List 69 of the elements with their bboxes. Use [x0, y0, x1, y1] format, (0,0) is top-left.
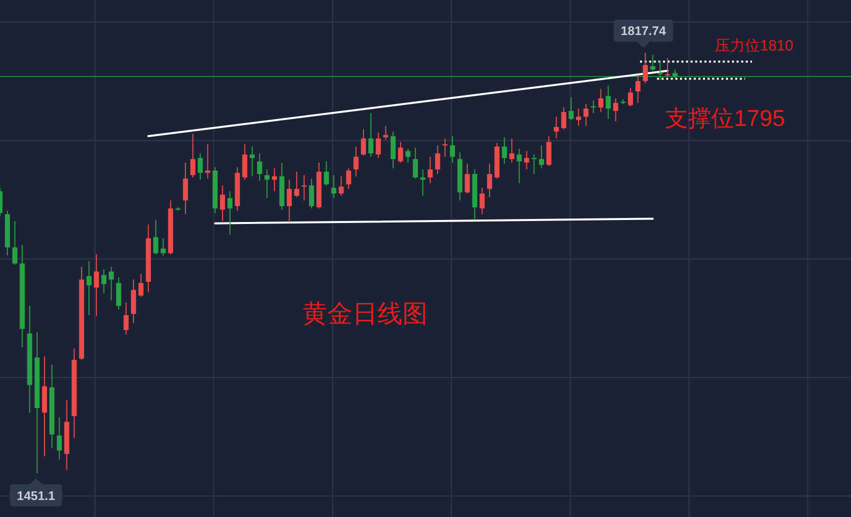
candlestick	[138, 273, 144, 298]
candlestick	[116, 276, 122, 310]
candlestick	[346, 168, 352, 190]
candlestick	[101, 268, 106, 294]
candlestick	[124, 302, 129, 336]
candlestick	[487, 163, 492, 198]
candlestick	[665, 58, 670, 77]
candlestick	[354, 146, 359, 177]
candlestick	[286, 179, 292, 223]
candlestick	[450, 136, 455, 164]
candlestick	[242, 144, 248, 180]
candlestick	[464, 163, 470, 194]
candlestick	[538, 144, 544, 169]
candlestick	[257, 152, 262, 182]
candlestick	[650, 54, 656, 72]
candlestick	[398, 141, 404, 164]
candlestick	[628, 87, 634, 107]
candlestick	[338, 176, 344, 196]
candlestick	[190, 133, 196, 178]
candlestick	[376, 132, 381, 158]
candlestick	[264, 168, 270, 199]
candlestick	[412, 147, 418, 180]
candlestick	[502, 136, 507, 164]
candlestick	[598, 88, 604, 113]
candlestick	[220, 184, 226, 222]
candlestick	[153, 219, 158, 255]
candlestick	[309, 178, 314, 209]
candlestick	[428, 156, 433, 184]
candlestick	[227, 190, 232, 236]
candlestick	[576, 108, 582, 126]
candlestick	[524, 150, 530, 170]
candlestick	[160, 238, 166, 256]
candlestick	[250, 146, 255, 177]
candlestick	[613, 98, 618, 122]
candlestick	[198, 152, 203, 180]
candlestick	[324, 160, 329, 186]
candlestick	[86, 260, 92, 316]
ref-line-label: 支撑位1795	[665, 104, 786, 131]
candlestick	[554, 116, 559, 139]
candlestick	[383, 125, 388, 140]
candlestick	[435, 144, 440, 174]
candlestick	[94, 254, 99, 317]
candlestick	[606, 85, 611, 120]
ref-line-label: 压力位1810	[715, 38, 794, 55]
candlestick	[635, 74, 640, 104]
candlestick	[360, 128, 366, 156]
candlestick	[390, 131, 396, 169]
candlestick	[405, 148, 410, 164]
candlestick	[442, 138, 448, 158]
candlestick	[56, 416, 62, 460]
candlestick	[561, 106, 566, 130]
candlestick	[642, 52, 648, 84]
candlestick	[368, 112, 374, 158]
candlestick	[672, 69, 678, 80]
annotation: 1451.1	[16, 488, 56, 503]
candlestick	[480, 187, 485, 215]
candlestick	[516, 148, 522, 184]
candlestick	[294, 171, 300, 198]
candlestick	[12, 220, 18, 266]
candlestick	[108, 266, 114, 301]
annotation: 1817.74	[620, 24, 666, 38]
candlestick	[509, 138, 514, 164]
text: 黄金日线图	[302, 300, 428, 328]
candlestick	[546, 136, 552, 166]
candlestick	[583, 104, 589, 126]
candlestick	[205, 144, 210, 180]
candlestick	[331, 174, 336, 199]
candlestick	[568, 96, 574, 121]
candlestick	[182, 162, 188, 215]
